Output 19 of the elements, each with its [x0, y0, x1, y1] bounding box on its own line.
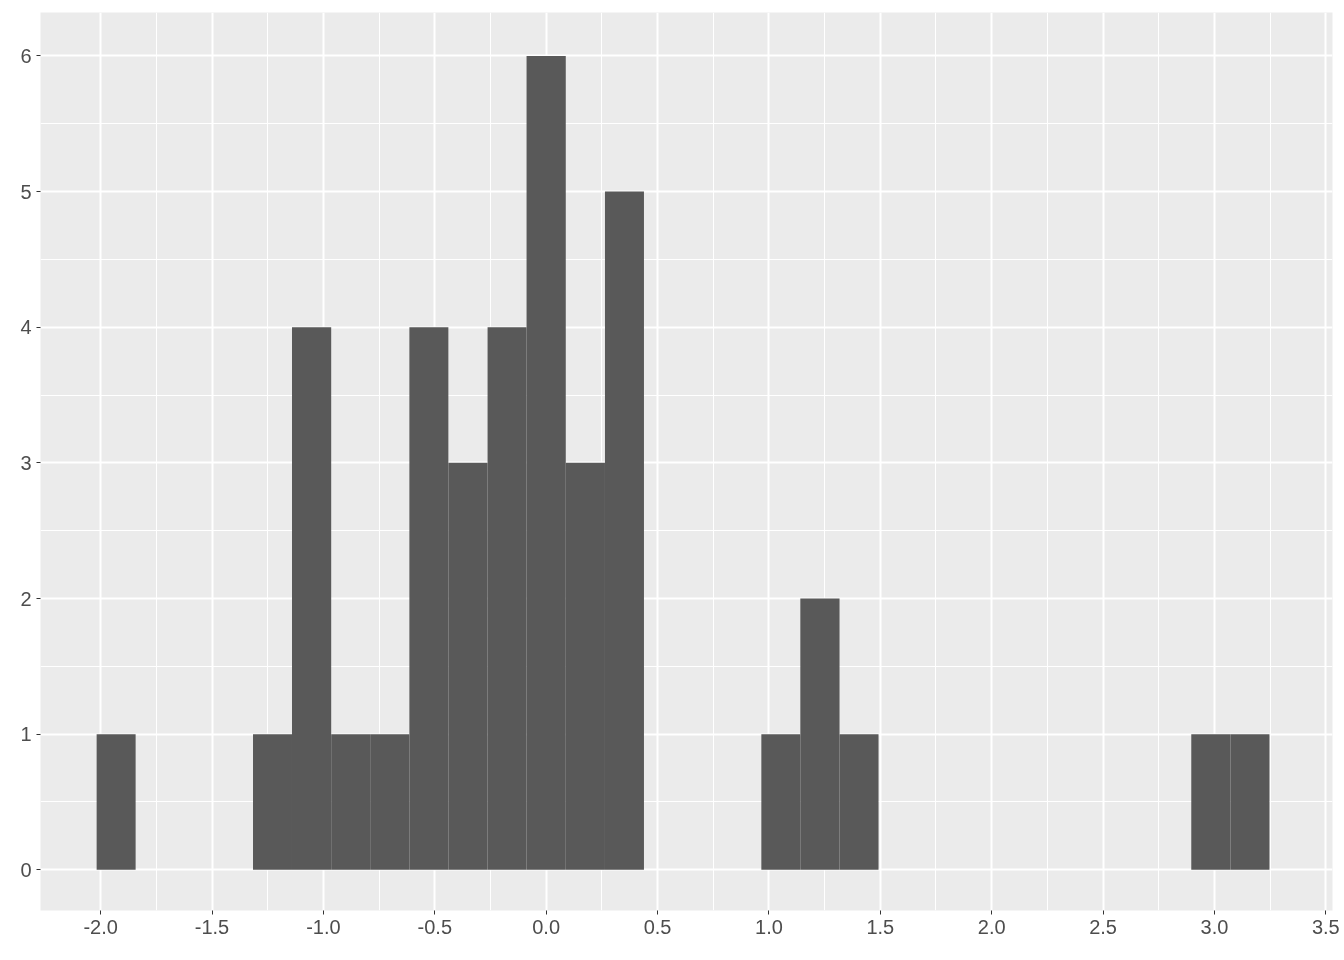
x-tick-label: 2.5 [1089, 915, 1117, 938]
y-tick-label: 0 [20, 858, 32, 881]
y-tick-label: 3 [20, 451, 32, 474]
x-tick-label: 1.0 [755, 915, 783, 938]
y-tick-label: 5 [20, 180, 32, 203]
x-tick-label: -1.5 [194, 915, 230, 938]
x-tick-label: 3.5 [1311, 915, 1340, 938]
x-tick-label: 2.0 [977, 915, 1006, 938]
x-tick-label: 3.0 [1200, 915, 1229, 938]
x-tick-label: -1.0 [306, 915, 341, 938]
y-tick-label: 4 [20, 316, 32, 339]
x-tick-label: -2.0 [83, 915, 118, 938]
x-tick-label: 1.5 [866, 915, 895, 938]
y-tick-label: 1 [20, 723, 32, 746]
x-tick-label: 0.0 [532, 915, 561, 938]
y-tick-label: 6 [20, 44, 32, 67]
x-tick-label: -0.5 [417, 915, 453, 938]
y-tick-label: 2 [20, 587, 32, 610]
x-tick-label: 0.5 [643, 915, 672, 938]
